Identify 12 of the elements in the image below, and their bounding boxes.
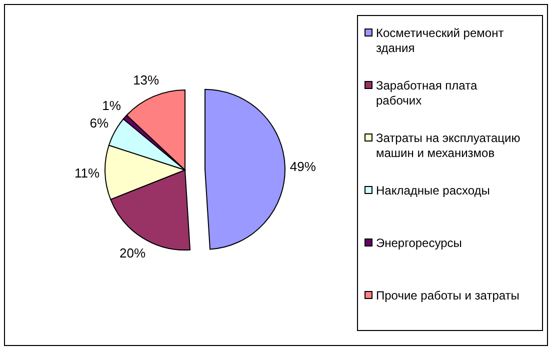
data-label: 6% [90,115,109,130]
data-label: 1% [102,98,122,113]
data-label: 49% [290,158,316,174]
data-label: 20% [119,245,146,260]
legend-label: Энергоресурсы [376,236,462,250]
data-label: 11% [74,166,100,181]
legend-label: Затраты на эксплуатацию машин и механизмов [376,131,520,160]
legend-label: Косметический ремонт здания [376,26,504,55]
legend-label: Заработная плата рабочих [376,78,478,108]
data-label: 13% [133,72,160,88]
legend-label: Прочие работы и затраты [376,288,520,302]
legend-label: Накладные расходы [376,184,490,198]
